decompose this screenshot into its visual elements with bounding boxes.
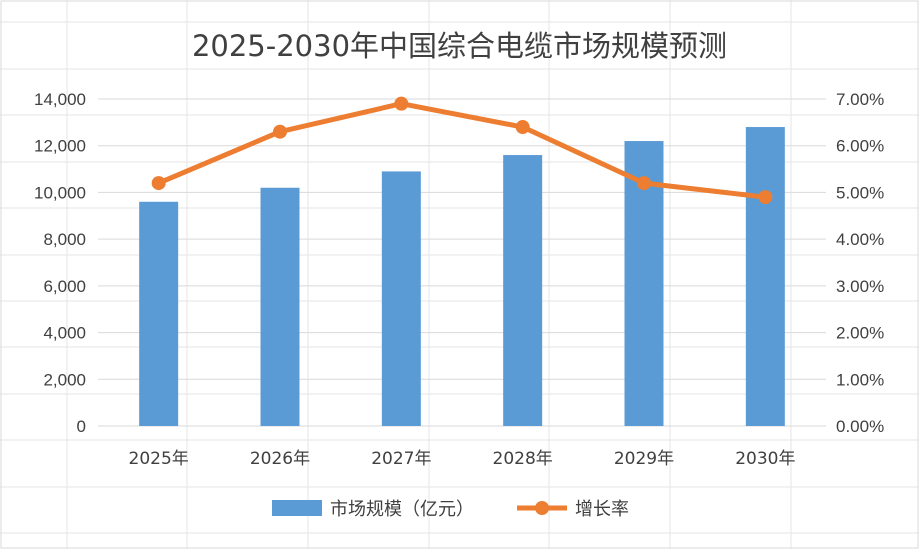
x-axis-ticks: 2025年 2026年 2027年 2028年 2029年 2030年 (129, 449, 796, 469)
left-axis-tick-label: 6,000 (43, 277, 86, 296)
chart-title: 2025-2030年中国综合电缆市场规模预测 (192, 29, 727, 63)
line-point (637, 176, 651, 191)
line-point (273, 124, 287, 139)
legend-bar-label: 市场规模（亿元） (330, 499, 474, 520)
right-axis-tick-label: 3.00% (836, 277, 884, 296)
x-axis-tick-label: 2029年 (614, 449, 674, 469)
line-point (151, 176, 166, 191)
left-axis-ticks: 0 2,000 4,000 6,000 8,000 10,000 12,000 14,000 (34, 90, 86, 436)
right-axis-ticks: 0.00% 1.00% 2.00% 3.00% 4.00% 5.00% 6.00% 7.00% (836, 90, 884, 436)
left-axis-tick-label: 0 (77, 417, 86, 436)
left-axis-tick-label: 8,000 (43, 230, 86, 249)
right-axis-tick-label: 6.00% (836, 137, 884, 156)
line-point (394, 96, 409, 111)
legend-line-marker (535, 501, 549, 515)
left-axis-tick-label: 14,000 (34, 90, 86, 109)
legend-bar-swatch (272, 500, 322, 516)
bar (381, 171, 421, 426)
right-axis-tick-label: 1.00% (836, 370, 884, 389)
right-axis-tick-label: 5.00% (836, 183, 884, 202)
right-axis-tick-label: 4.00% (836, 230, 884, 249)
x-axis-tick-label: 2030年 (735, 449, 795, 469)
x-axis-tick-label: 2027年 (371, 449, 431, 469)
x-axis-tick-label: 2028年 (493, 449, 553, 469)
x-axis-tick-label: 2025年 (129, 449, 189, 469)
plot-gridlines (98, 98, 826, 427)
left-axis-tick-label: 2,000 (43, 370, 86, 389)
bar (139, 201, 179, 426)
right-axis-tick-label: 0.00% (836, 417, 884, 436)
legend-line-label: 增长率 (575, 499, 629, 520)
line-point (758, 190, 773, 205)
bar (503, 155, 543, 427)
legend: 市场规模（亿元） 增长率 (272, 499, 629, 520)
left-axis-tick-label: 12,000 (34, 137, 86, 156)
left-axis-tick-label: 4,000 (43, 324, 86, 343)
right-axis-tick-label: 2.00% (836, 324, 884, 343)
right-axis-tick-label: 7.00% (836, 90, 884, 109)
x-axis-tick-label: 2026年 (250, 449, 310, 469)
bar (260, 187, 300, 426)
bar-series (139, 127, 785, 427)
line-series (151, 96, 773, 205)
bar (745, 127, 785, 427)
left-axis-tick-label: 10,000 (34, 183, 86, 202)
line-point (515, 120, 530, 135)
growth-line (157, 101, 766, 200)
